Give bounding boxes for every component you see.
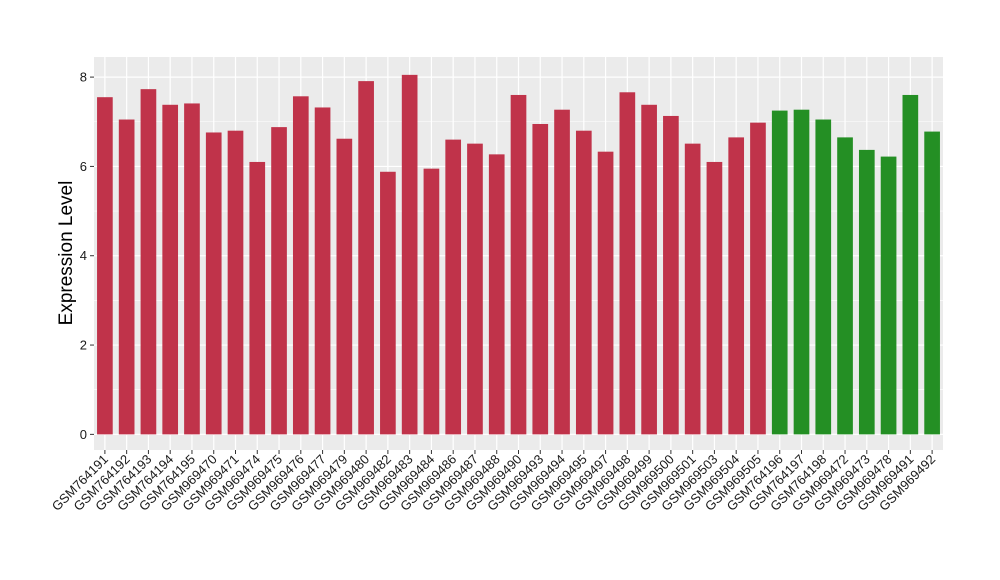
y-tick-label: 4 — [80, 248, 87, 263]
bar — [227, 130, 244, 435]
bar — [706, 161, 723, 435]
x-axis: GSM764191GSM764192GSM764193GSM764194GSM7… — [49, 450, 938, 514]
bar — [358, 81, 374, 435]
bar — [162, 104, 179, 435]
bar — [837, 137, 853, 435]
bar — [467, 143, 483, 435]
bar — [423, 168, 440, 435]
bar — [249, 161, 266, 435]
bar — [205, 132, 222, 435]
bar — [771, 110, 788, 435]
bar — [815, 119, 832, 435]
bar — [575, 130, 592, 435]
bar — [902, 94, 919, 435]
bar — [292, 96, 309, 435]
bar — [184, 103, 200, 435]
y-axis: 0 2 4 6 8 — [80, 70, 94, 442]
bar — [97, 97, 113, 435]
bar — [858, 149, 875, 435]
bar — [140, 89, 157, 435]
bar — [641, 104, 657, 435]
bar — [118, 119, 135, 435]
bar — [619, 92, 636, 435]
bar — [445, 139, 462, 435]
y-tick-label: 6 — [80, 159, 87, 174]
bar — [401, 74, 418, 435]
bar — [488, 154, 505, 435]
bars — [97, 74, 940, 435]
bar — [336, 138, 353, 435]
bar — [510, 94, 527, 435]
bar — [314, 107, 331, 435]
bar — [554, 109, 570, 435]
y-axis-label: Expression Level — [56, 181, 77, 326]
bar — [750, 122, 766, 435]
bar — [728, 137, 745, 435]
bar — [793, 109, 810, 435]
bar — [924, 131, 940, 435]
bar — [380, 171, 396, 435]
bar — [663, 115, 679, 435]
y-tick-label: 8 — [80, 70, 87, 85]
y-tick-label: 0 — [80, 427, 87, 442]
bar — [684, 143, 701, 435]
bar — [532, 123, 549, 435]
bar — [880, 156, 897, 435]
bar — [597, 151, 614, 435]
bar — [271, 127, 287, 435]
y-tick-label: 2 — [80, 338, 87, 353]
